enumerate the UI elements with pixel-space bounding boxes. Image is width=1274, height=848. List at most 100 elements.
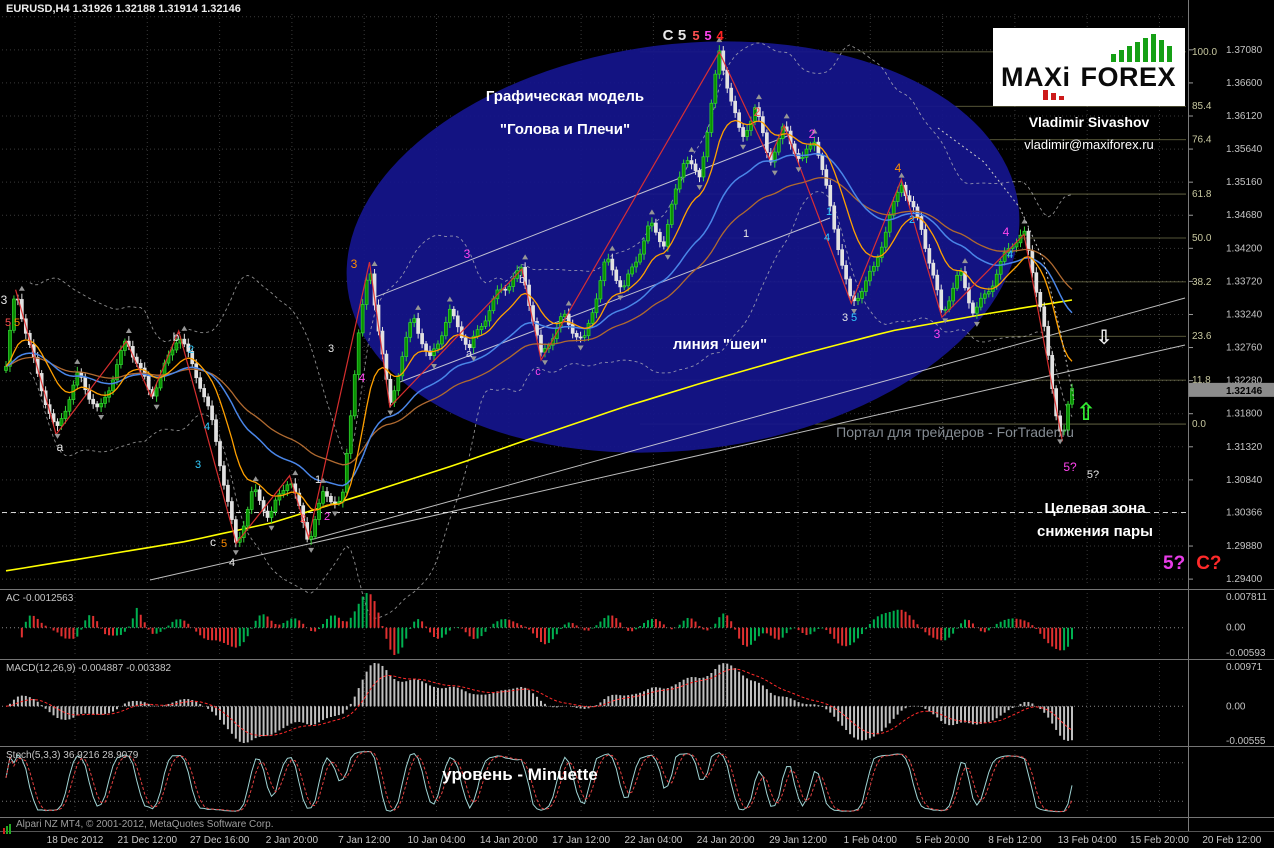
macd-indicator-label: MACD(12,26,9) -0.004887 -0.003382 (6, 663, 172, 674)
svg-text:5?: 5? (1063, 460, 1077, 474)
svg-text:1.33240: 1.33240 (1226, 309, 1263, 320)
svg-text:2: 2 (809, 127, 816, 141)
svg-text:1.35640: 1.35640 (1226, 144, 1263, 155)
svg-text:c: c (535, 366, 541, 378)
svg-text:0.00: 0.00 (1226, 623, 1246, 634)
svg-text:13 Feb 04:00: 13 Feb 04:00 (1058, 835, 1117, 846)
svg-text:1.34200: 1.34200 (1226, 243, 1263, 254)
svg-text:50.0: 50.0 (1192, 233, 1212, 244)
svg-text:5 Feb 20:00: 5 Feb 20:00 (916, 835, 970, 846)
svg-text:3: 3 (934, 327, 941, 341)
svg-text:4: 4 (716, 28, 724, 43)
minuette-level-label: уровень - Minuette (442, 765, 598, 784)
svg-text:1.32280: 1.32280 (1226, 376, 1263, 387)
svg-text:0.0: 0.0 (1192, 419, 1206, 430)
svg-text:0.00971: 0.00971 (1226, 662, 1263, 673)
bollinger-bands (29, 42, 1073, 619)
svg-text:2: 2 (300, 513, 306, 525)
logo-brand-forex: FOREX (1080, 62, 1177, 92)
time-scale[interactable]: 18 Dec 2012 21 Dec 12:00 27 Dec 16:00 2 Jan… (47, 835, 1262, 846)
svg-text:-0.00593: -0.00593 (1226, 648, 1266, 659)
svg-text:1.36600: 1.36600 (1226, 78, 1263, 89)
trader-email: vladimir@maxiforex.ru (1024, 137, 1154, 152)
svg-text:100.0: 100.0 (1192, 47, 1217, 58)
ma-yellow (5, 299, 1073, 572)
svg-text:5: 5 (221, 538, 227, 550)
trendlines (149, 134, 1186, 581)
svg-text:4: 4 (824, 232, 830, 244)
svg-text:a: a (57, 440, 64, 454)
svg-text:⇩: ⇩ (1096, 327, 1113, 349)
svg-text:1.30840: 1.30840 (1226, 475, 1263, 486)
svg-text:4: 4 (229, 557, 235, 569)
label-c-question: C? (1196, 553, 1222, 574)
maxiforex-logo: MAXi FOREX (993, 28, 1185, 106)
svg-text:2: 2 (909, 214, 915, 226)
target-zone-label-line2: снижения пары (1037, 523, 1153, 540)
svg-text:1.32760: 1.32760 (1226, 343, 1263, 354)
svg-text:b: b (519, 274, 525, 286)
svg-text:b: b (173, 330, 180, 344)
stochastic-panel[interactable] (2, 751, 1186, 813)
svg-text:0.007811: 0.007811 (1226, 592, 1267, 603)
logo-brand-maxi: MAXi (1001, 62, 1071, 92)
svg-text:3: 3 (1, 293, 8, 307)
svg-text:4: 4 (359, 371, 366, 385)
target-zone-label-line1: Целевая зона (1044, 500, 1146, 517)
price-scale[interactable]: 1.29400 1.29880 1.30840 1.31320 1.31800 1.322… (1188, 0, 1274, 848)
svg-text:7 Jan 12:00: 7 Jan 12:00 (338, 835, 391, 846)
svg-text:1: 1 (826, 206, 832, 218)
svg-text:4: 4 (895, 161, 902, 175)
pattern-label-line1: Графическая модель (485, 88, 645, 105)
svg-text:1.29880: 1.29880 (1226, 541, 1263, 552)
svg-text:17 Jan 12:00: 17 Jan 12:00 (552, 835, 610, 846)
svg-text:1.36120: 1.36120 (1226, 111, 1263, 122)
svg-text:a: a (466, 348, 473, 360)
svg-text:5: 5 (692, 28, 699, 43)
dashed-projection (937, 127, 1075, 401)
pattern-label-line2: "Голова и Плечи" (499, 121, 631, 138)
ac-panel[interactable]: 0.007811 0.00 -0.00593 (2, 592, 1267, 659)
svg-text:1 Feb 04:00: 1 Feb 04:00 (844, 835, 898, 846)
fortrader-watermark: Портал для трейдеров - ForTrader.ru (836, 424, 1074, 440)
svg-text:1.37080: 1.37080 (1226, 45, 1263, 56)
panel-separators (0, 589, 1274, 832)
trader-name: Vladimir Sivashov (1028, 114, 1150, 130)
svg-text:14 Jan 20:00: 14 Jan 20:00 (480, 835, 538, 846)
svg-text:c: c (210, 535, 216, 549)
wave-zigzag (15, 50, 1063, 545)
svg-text:C: C (663, 27, 674, 44)
svg-text:5: 5 (5, 317, 11, 329)
svg-text:1.31320: 1.31320 (1226, 442, 1263, 453)
svg-text:76.4: 76.4 (1192, 135, 1212, 146)
svg-text:1.30366: 1.30366 (1226, 508, 1263, 519)
svg-text:5: 5 (14, 317, 20, 329)
svg-text:21 Dec 12:00: 21 Dec 12:00 (118, 835, 178, 846)
fractal-arrows (18, 37, 1064, 556)
svg-text:-0.00555: -0.00555 (1226, 736, 1266, 747)
svg-text:4: 4 (1007, 249, 1013, 261)
logo-green-bars-icon (1111, 34, 1172, 62)
macd-panel[interactable]: 0.00971 0.00 -0.00555 (2, 662, 1266, 747)
svg-text:2 Jan 20:00: 2 Jan 20:00 (266, 835, 319, 846)
svg-text:1.31800: 1.31800 (1226, 409, 1263, 420)
svg-text:5?: 5? (1087, 469, 1099, 481)
svg-text:2: 2 (324, 511, 330, 523)
svg-text:3: 3 (195, 459, 201, 471)
svg-text:24 Jan 20:00: 24 Jan 20:00 (697, 835, 755, 846)
svg-text:4: 4 (1003, 225, 1010, 239)
svg-text:85.4: 85.4 (1192, 101, 1212, 112)
svg-text:3: 3 (328, 343, 334, 355)
metaquotes-icon (3, 821, 13, 839)
svg-text:5: 5 (678, 27, 686, 44)
ma-brown (5, 176, 1073, 466)
svg-text:20 Feb 12:00: 20 Feb 12:00 (1202, 835, 1261, 846)
stoch-indicator-label: Stoch(5,3,3) 36.9216 28.9079 (6, 750, 139, 761)
chart-symbol-title: EURUSD,H4 1.31926 1.32188 1.31914 1.3214… (6, 3, 241, 15)
svg-text:15 Feb 20:00: 15 Feb 20:00 (1130, 835, 1189, 846)
svg-text:1: 1 (315, 474, 321, 486)
svg-text:27 Dec 16:00: 27 Dec 16:00 (190, 835, 250, 846)
